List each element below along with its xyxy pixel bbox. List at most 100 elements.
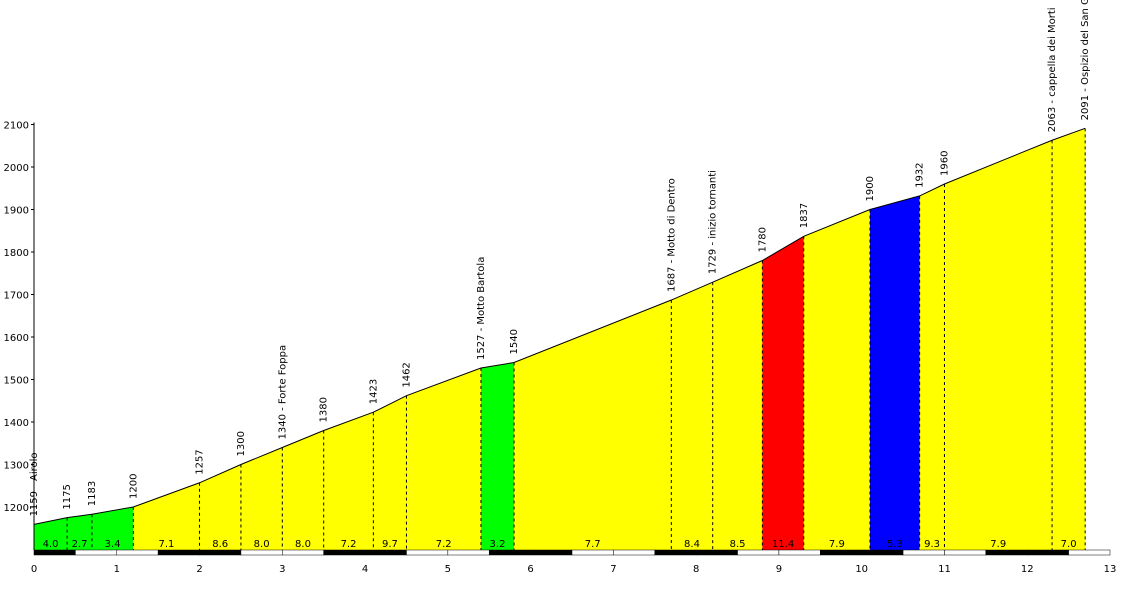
km-bar-segment-25 <box>1068 549 1111 556</box>
km-bar-segment-20 <box>861 549 904 556</box>
x-tick-label-9: 9 <box>776 564 782 575</box>
km-bar-segment-6 <box>282 549 324 556</box>
km-bar-segment-5 <box>240 549 283 556</box>
point-label-3: 1200 <box>128 474 139 499</box>
segment-fill-14 <box>762 236 804 550</box>
point-label-8: 1423 <box>368 379 379 404</box>
y-tick-label-7: 1900 <box>4 206 29 217</box>
gradient-label-9: 7.2 <box>436 539 452 550</box>
y-axis: 1200 1300 1400 1500 1600 1700 1800 1900 2000 2100 <box>4 121 35 550</box>
profile-line-group <box>33 127 1086 525</box>
point-label-9: 1462 <box>401 362 412 387</box>
km-bar-segment-11 <box>488 549 531 556</box>
km-bar-segment-18 <box>778 549 821 556</box>
point-label-15: 1837 <box>799 203 810 228</box>
segment-fill-19 <box>1052 128 1086 550</box>
km-bar-segment-14 <box>613 549 656 556</box>
point-label-7: 1380 <box>319 397 330 422</box>
segment-fill-12 <box>671 282 713 550</box>
gradient-label-12: 8.4 <box>684 539 700 550</box>
km-bar-segment-1 <box>75 549 118 556</box>
km-bar-segment-12 <box>530 549 573 556</box>
segment-fill-2 <box>91 507 134 550</box>
km-bar-segment-15 <box>654 549 697 556</box>
gradient-label-11: 7.7 <box>585 539 601 550</box>
segment-fill-17 <box>919 184 945 550</box>
gradient-label-2: 3.4 <box>105 539 121 550</box>
segment-fill-7 <box>323 412 374 550</box>
y-tick-label-2: 1400 <box>4 418 29 429</box>
km-bar-segment-10 <box>447 549 490 556</box>
km-bar-segment-9 <box>406 549 449 556</box>
segment-fill-3 <box>133 482 200 550</box>
x-tick-label-8: 8 <box>693 564 699 575</box>
point-label-5: 1300 <box>236 431 247 456</box>
segment-dividers <box>66 128 1086 550</box>
gradient-label-8: 9.7 <box>382 539 398 550</box>
segment-fill-10 <box>480 362 515 550</box>
point-label-17: 1932 <box>915 162 926 187</box>
segment-fill-13 <box>712 260 763 550</box>
point-label-4: 1257 <box>195 449 206 474</box>
segment-fill-9 <box>406 368 481 550</box>
y-tick-label-0: 1200 <box>4 503 29 514</box>
y-tick-label-1: 1300 <box>4 461 29 472</box>
gradient-label-6: 8.0 <box>295 539 311 550</box>
km-bar-segment-21 <box>902 549 945 556</box>
x-tick-label-5: 5 <box>445 564 451 575</box>
km-bar-segment-19 <box>820 549 862 556</box>
km-bar-segment-13 <box>571 549 614 556</box>
segment-fill-6 <box>282 430 324 550</box>
x-axis: 0 1 2 3 4 5 6 7 8 9 10 11 12 13 <box>31 549 1117 575</box>
segment-fill-11 <box>514 300 672 550</box>
gradient-label-14: 11.4 <box>772 539 794 550</box>
point-label-20: 2091 - Ospizio del San G <box>1080 0 1091 120</box>
y-tick-label-4: 1600 <box>4 333 29 344</box>
km-bar-segment-3 <box>157 549 200 556</box>
km-bar-segment-17 <box>737 549 780 556</box>
segment-fills <box>34 128 1086 550</box>
segment-fill-0 <box>34 517 68 550</box>
km-bar-segment-0 <box>33 549 76 556</box>
gradient-label-10: 3.2 <box>490 539 506 550</box>
x-tick-label-6: 6 <box>527 564 533 575</box>
km-bar-segment-16 <box>695 549 738 556</box>
x-tick-label-10: 10 <box>855 564 868 575</box>
y-tick-label-9: 2100 <box>4 121 29 132</box>
gradient-label-4: 8.6 <box>212 539 228 550</box>
km-bar-segment-2 <box>116 549 159 556</box>
point-label-12: 1687 - Motto di Dentro <box>666 178 677 292</box>
gradient-label-0: 4.0 <box>43 539 59 550</box>
y-tick-label-6: 1800 <box>4 248 29 259</box>
km-bar-segment-4 <box>199 549 242 556</box>
x-tick-label-12: 12 <box>1021 564 1034 575</box>
y-tick-label-5: 1700 <box>4 291 29 302</box>
segment-fill-1 <box>67 514 92 550</box>
gradient-label-1: 2.7 <box>72 539 88 550</box>
km-bar-segment-24 <box>1026 549 1069 556</box>
gradient-label-16: 5.3 <box>887 539 903 550</box>
point-label-19: 2063 - cappella dei Morti <box>1047 7 1058 132</box>
point-label-10: 1527 - Motto Bartola <box>476 257 487 360</box>
point-label-11: 1540 <box>509 329 520 354</box>
y-tick-label-8: 2000 <box>4 163 29 174</box>
gradient-label-5: 8.0 <box>254 539 270 550</box>
x-tick-label-13: 13 <box>1104 564 1117 575</box>
point-label-1: 1175 <box>62 484 73 509</box>
profile-line <box>33 127 1086 525</box>
x-tick-label-4: 4 <box>362 564 368 575</box>
gradient-label-18: 7.9 <box>990 539 1006 550</box>
x-tick-label-3: 3 <box>279 564 285 575</box>
gradient-labels: 4.0 2.7 3.4 7.1 8.6 8.0 8.0 7.2 9.7 7.2 3.2 7.7 8.4 8… <box>43 539 1077 550</box>
segment-fill-16 <box>869 195 920 550</box>
point-label-16: 1900 <box>865 176 876 201</box>
point-label-18: 1960 <box>939 151 950 176</box>
segment-fill-8 <box>373 395 407 550</box>
gradient-label-17: 9.3 <box>924 539 940 550</box>
point-label-14: 1780 <box>757 227 768 252</box>
km-bar-segment-22 <box>944 549 987 556</box>
km-bar-segment-7 <box>323 549 366 556</box>
x-tick-label-11: 11 <box>938 564 951 575</box>
segment-fill-4 <box>199 464 241 550</box>
